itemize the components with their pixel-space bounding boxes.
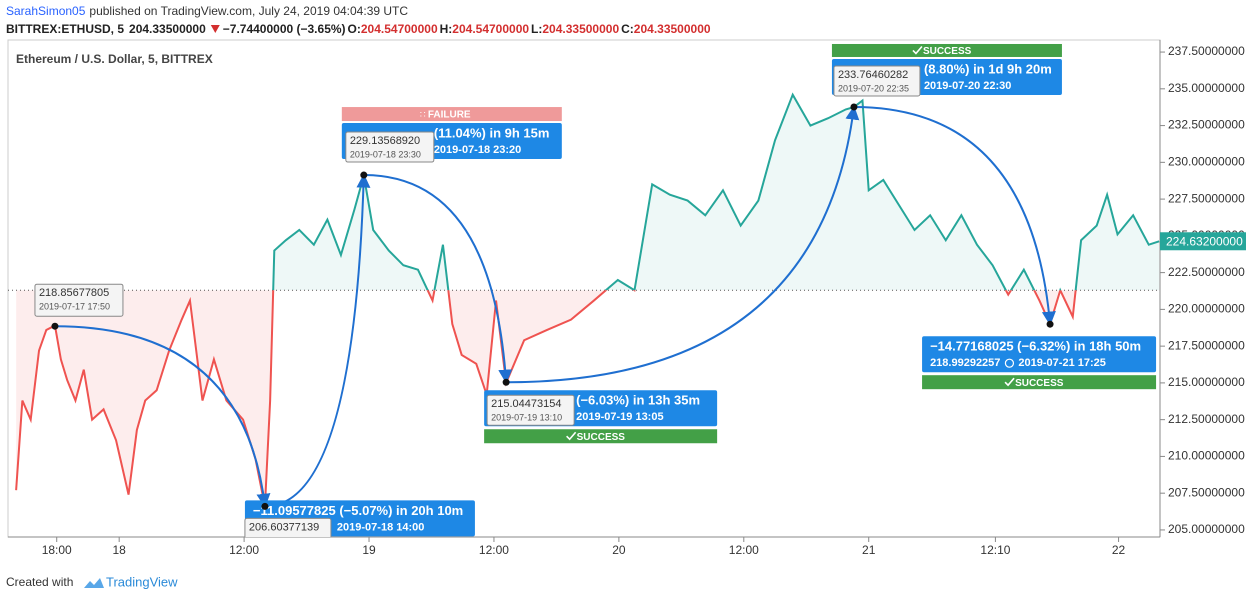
- measure-price: 218.99292257: [930, 357, 1000, 369]
- measure-date: 2019-07-18 14:00: [337, 521, 424, 533]
- measure-box: [922, 336, 1157, 373]
- y-tick-label: 235.00000000: [1168, 81, 1245, 95]
- measure-label: (11.04%) in 9h 15m: [434, 125, 550, 140]
- annotations: 218.85677805 2019-07-17 17:50 −11.09577825…: [34, 43, 1157, 537]
- anchor-point: [51, 322, 59, 330]
- date-label: 2019-07-17 17:50: [39, 302, 110, 312]
- y-tick-label: 237.50000000: [1168, 44, 1245, 58]
- x-tick-label: 22: [1112, 543, 1126, 557]
- ohlc-label: L:: [531, 22, 542, 36]
- clock-icon: [1004, 358, 1015, 368]
- status-label: SUCCESS: [577, 432, 626, 443]
- anchor-point: [360, 171, 368, 179]
- measure-date: 2019-07-21 17:25: [1018, 357, 1105, 369]
- status-bar: [922, 375, 1157, 390]
- price-label: 206.60377139: [249, 521, 319, 533]
- x-tick-label: 12:00: [729, 543, 759, 557]
- status-label: SUCCESS: [1015, 378, 1064, 389]
- status-label: SUCCESS: [923, 46, 972, 57]
- ohlc-value: 204.33500000: [634, 22, 711, 36]
- y-tick-label: 205.00000000: [1168, 522, 1245, 536]
- y-tick-label: 220.00000000: [1168, 302, 1245, 316]
- published: published on TradingView.com, July 24, 2…: [89, 4, 408, 18]
- anchor-point: [502, 378, 510, 386]
- footer-brand: TradingView: [106, 574, 178, 589]
- measure-label: (−6.03%) in 13h 35m: [576, 393, 700, 408]
- date-label: 2019-07-18 23:30: [350, 149, 421, 159]
- measure-label: −14.77168025 (−6.32%) in 18h 50m: [930, 339, 1141, 354]
- price-box: [345, 131, 435, 163]
- price-box: [833, 65, 921, 97]
- measure-arc: [853, 105, 1056, 326]
- y-tick-label: 222.50000000: [1168, 265, 1245, 279]
- anchor-point: [850, 103, 858, 111]
- measure-label: (8.80%) in 1d 9h 20m: [924, 61, 1052, 76]
- logo: [84, 578, 104, 588]
- chart-title: Ethereum / U.S. Dollar, 5, BITTREX: [16, 52, 213, 66]
- change: −7.74400000 (−3.65%): [223, 22, 346, 36]
- x-tick-label: 18:00: [42, 543, 72, 557]
- x-tick-label: 20: [612, 543, 626, 557]
- date-label: 2019-07-20 22:35: [838, 83, 909, 93]
- fail-icon: ∷: [420, 109, 426, 119]
- y-tick-label: 217.50000000: [1168, 338, 1245, 352]
- last-price-label: 224.63200000: [1166, 234, 1243, 248]
- ohlc-label: C:: [621, 22, 634, 36]
- y-tick-label: 230.00000000: [1168, 155, 1245, 169]
- status-bar: [341, 107, 562, 122]
- x-tick-label: 19: [362, 543, 376, 557]
- line-above: [272, 92, 1160, 291]
- measure-arc: [264, 173, 371, 508]
- measure-date: 2019-07-19 13:05: [576, 411, 663, 423]
- ohlc-value: 204.54700000: [452, 22, 529, 36]
- status-bar: [484, 429, 718, 444]
- last-price-box: [1160, 232, 1246, 251]
- date-label: 2019-07-19 13:10: [491, 413, 562, 423]
- measure-label: −11.09577825 (−5.07%) in 20h 10m: [253, 503, 463, 518]
- y-tick-label: 227.50000000: [1168, 191, 1245, 205]
- down-arrow: [210, 25, 220, 33]
- ohlc-label: H:: [440, 22, 453, 36]
- x-tick-label: 12:10: [980, 543, 1010, 557]
- area-above: [16, 94, 1160, 291]
- author[interactable]: SarahSimon05: [6, 4, 86, 18]
- price-label: 229.13568920: [350, 135, 420, 147]
- status-bar: [831, 43, 1062, 57]
- symbol: BITTREX:ETHUSD, 5: [6, 22, 124, 36]
- y-tick-label: 207.50000000: [1168, 485, 1245, 499]
- anchor-point: [1046, 320, 1054, 328]
- price-box: [34, 283, 124, 317]
- anchor-point: [261, 502, 269, 510]
- measure-arc: [54, 325, 271, 508]
- price-label: 215.04473154: [491, 398, 561, 410]
- check-icon: [566, 431, 577, 441]
- footer-prefix: Created with: [6, 575, 73, 589]
- price-label: 233.76460282: [838, 69, 908, 81]
- y-tick-label: 232.50000000: [1168, 118, 1245, 132]
- price-box: [244, 517, 332, 537]
- ohlc-value: 204.33500000: [542, 22, 619, 36]
- price: 204.33500000: [129, 22, 206, 36]
- y-tick-label: 210.00000000: [1168, 449, 1245, 463]
- status-label: FAILURE: [428, 110, 471, 121]
- x-tick-label: 12:00: [479, 543, 509, 557]
- symbol-line: BITTREX:ETHUSD, 5 204.33500000 −7.74400000…: [6, 22, 711, 36]
- measure-arc: [506, 105, 860, 384]
- y-tick-label: 215.00000000: [1168, 375, 1245, 389]
- ohlc-label: O:: [348, 22, 361, 36]
- x-tick-label: 12:00: [229, 543, 259, 557]
- measure-date: 2019-07-20 22:30: [924, 80, 1011, 92]
- measure-date: 2019-07-18 23:20: [434, 144, 521, 156]
- price-label: 218.85677805: [39, 287, 109, 299]
- ohlc-value: 204.54700000: [361, 22, 438, 36]
- check-icon: [1004, 377, 1015, 387]
- price-box: [486, 394, 575, 426]
- x-tick-label: 21: [862, 543, 876, 557]
- x-tick-label: 18: [113, 543, 127, 557]
- footer: Created with TradingView: [6, 574, 178, 589]
- measure-arc: [363, 174, 513, 384]
- check-icon: [912, 45, 923, 55]
- y-tick-label: 212.50000000: [1168, 412, 1245, 426]
